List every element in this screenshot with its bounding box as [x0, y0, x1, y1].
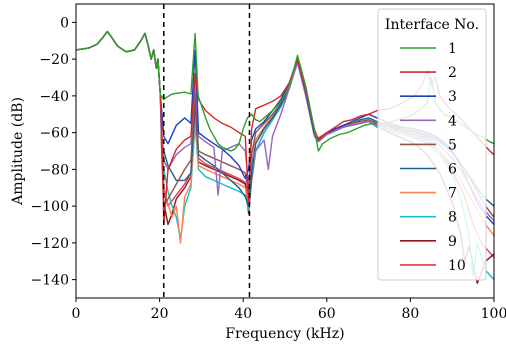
y-axis-ticks: 0 −20 −40 −60 −80 −100 −120 −140: [31, 15, 76, 289]
y-tick-label: −80: [39, 162, 69, 178]
legend-label-10: 10: [448, 258, 466, 274]
legend-label-4: 4: [448, 113, 457, 129]
legend-label-9: 9: [448, 234, 457, 250]
y-tick-label: −120: [31, 236, 69, 252]
y-tick-label: −60: [39, 126, 69, 142]
x-axis-title: Frequency (kHz): [225, 326, 344, 342]
vertical-markers: [163, 4, 251, 298]
y-axis-title: Amplitude (dB): [10, 97, 26, 206]
legend-label-5: 5: [448, 137, 457, 153]
plot-frame: [75, 3, 495, 299]
legend-label-8: 8: [448, 210, 457, 226]
legend-items: 1 2 3 4 5 6 7 8 9 10: [400, 41, 466, 274]
legend-label-6: 6: [448, 162, 457, 178]
legend-label-2: 2: [448, 65, 457, 81]
x-tick-label: 100: [481, 306, 506, 322]
x-tick-label: 0: [72, 306, 81, 322]
y-tick-label: 0: [60, 15, 69, 31]
legend-title: Interface No.: [385, 17, 479, 33]
x-tick-label: 40: [234, 306, 252, 322]
x-tick-label: 20: [151, 306, 169, 322]
legend-label-7: 7: [448, 186, 457, 202]
y-tick-label: −100: [31, 199, 69, 215]
y-tick-label: −140: [31, 273, 69, 289]
legend-label-3: 3: [448, 89, 457, 105]
x-tick-label: 60: [318, 306, 336, 322]
legend: Interface No. 1 2 3 4 5 6 7 8 9 10: [377, 8, 487, 281]
legend-label-1: 1: [448, 41, 457, 57]
y-tick-label: −20: [39, 52, 69, 68]
x-tick-label: 80: [401, 306, 419, 322]
y-tick-label: −40: [39, 89, 69, 105]
x-axis-ticks: 0 20 40 60 80 100: [72, 298, 506, 322]
